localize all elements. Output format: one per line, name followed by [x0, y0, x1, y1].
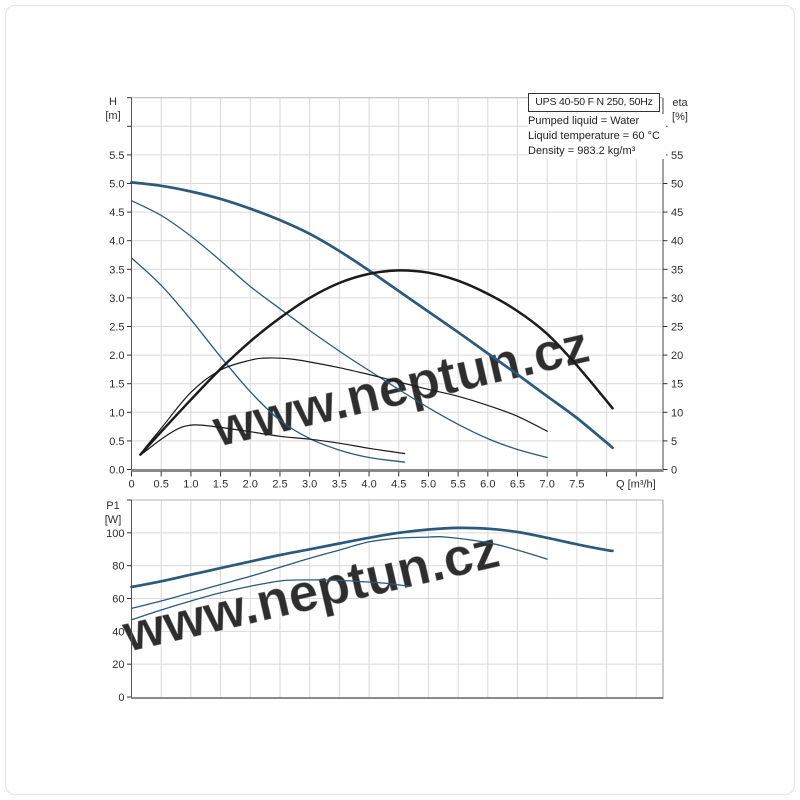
axis-label-head: [m] [105, 110, 120, 122]
ylabel-right: 40 [671, 236, 683, 248]
pump-model-title: UPS 40-50 F N 250, 50Hz [528, 93, 660, 112]
ylabel-right: 15 [671, 379, 683, 391]
xlabel: 4.5 [391, 479, 406, 491]
ylabel-left: 60 [112, 594, 124, 606]
curve-head-speed3 [130, 181, 614, 450]
ylabel-left: 0.0 [109, 465, 124, 477]
xlabel: 5.5 [450, 479, 465, 491]
ylabel-left: 1.5 [109, 379, 124, 391]
ylabel-right: 20 [671, 350, 683, 362]
ylabel-left: 3.0 [109, 293, 124, 305]
ylabel-left: 40 [112, 626, 124, 638]
ylabel-left: 0.5 [109, 436, 124, 448]
xlabel: 1.5 [213, 479, 228, 491]
xlabel: 1.0 [183, 479, 198, 491]
axis-label-power: [W] [105, 514, 122, 526]
ylabel-left: 4.5 [109, 207, 124, 219]
ylabel-right: 35 [671, 264, 683, 276]
xlabel: 2.5 [272, 479, 287, 491]
axis-label-power: P1 [106, 500, 119, 512]
liquid-info-block: Pumped liquid = Water Liquid temperature… [528, 114, 666, 159]
watermark-text-faint: www.neptun.cz [116, 520, 504, 664]
curve-eta-speed2 [142, 357, 548, 451]
ylabel-left: 5.5 [109, 150, 124, 162]
ylabel-right: 0 [671, 465, 677, 477]
ylabel-left: 100 [106, 528, 124, 540]
xlabel: 3.5 [332, 479, 347, 491]
info-pumped-liquid: Pumped liquid = Water [528, 115, 640, 127]
ylabel-left: 20 [112, 659, 124, 671]
ylabel-left: 0 [118, 692, 124, 704]
curve-head-speed1 [130, 257, 406, 463]
axis-ticks [127, 97, 668, 698]
xlabel: 0.5 [154, 479, 169, 491]
ylabel-right: 50 [671, 179, 683, 191]
xlabel: 7.0 [540, 479, 555, 491]
curve-power-speed3 [130, 526, 614, 589]
axis-label-head: H [109, 96, 117, 108]
curve-power-speed2 [130, 536, 548, 610]
ylabel-right: 45 [671, 207, 683, 219]
ylabel-right: 30 [671, 293, 683, 305]
ylabel-left: 4.0 [109, 236, 124, 248]
ylabel-left: 3.5 [109, 264, 124, 276]
ylabel-left: 80 [112, 561, 124, 573]
info-density: Density = 983.2 kg/m³ [528, 145, 636, 157]
xlabel: 7.5 [569, 479, 584, 491]
xlabel: 3.0 [302, 479, 317, 491]
ylabel-left: 5.0 [109, 179, 124, 191]
xlabel: 2.0 [243, 479, 258, 491]
xlabel: 4.0 [361, 479, 376, 491]
info-liquid-temp: Liquid temperature = 60 °C [528, 130, 660, 142]
ylabel-left: 2.0 [109, 350, 124, 362]
ylabel-right: 25 [671, 322, 683, 334]
xlabel: 6.5 [510, 479, 525, 491]
xlabel: 6.0 [480, 479, 495, 491]
xlabel: 0 [128, 479, 134, 491]
pump-curves [130, 181, 614, 621]
ylabel-left: 2.5 [109, 322, 124, 334]
ylabel-right: 5 [671, 436, 677, 448]
curve-power-speed1 [130, 579, 409, 621]
x-axis-unit-label: Q [m³/h] [616, 479, 656, 491]
ylabel-right: 10 [671, 407, 683, 419]
curve-eta-speed1 [142, 424, 406, 455]
curve-head-speed2 [130, 200, 548, 459]
plot-frames [131, 97, 664, 699]
axis-label-eta: [%] [672, 111, 688, 123]
xlabel: 5.0 [421, 479, 436, 491]
ylabel-right: 55 [671, 150, 683, 162]
axis-labels: 0.0 0.5 1.0 1.5 2.0 2.5 3.0 3.5 4.0 4.5 5.0 5.5 0 5 10… [105, 96, 689, 704]
ylabel-left: 1.0 [109, 407, 124, 419]
axis-label-eta: eta [672, 97, 688, 109]
